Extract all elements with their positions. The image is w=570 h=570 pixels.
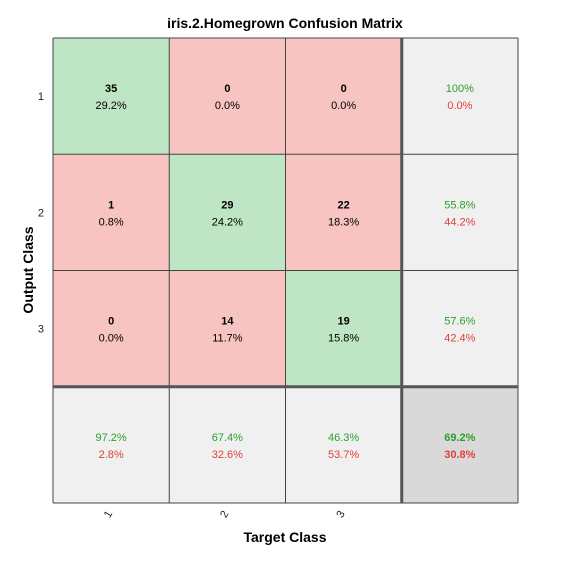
matrix-cell-3-3 [285, 270, 402, 387]
cell-count-label: 35 [105, 83, 117, 95]
summary-incorrect-label: 2.8% [99, 449, 124, 461]
matrix-cell-3-4 [401, 270, 518, 387]
cell-percentage-label: 0.0% [215, 100, 240, 112]
cell-count-label: 14 [221, 316, 234, 328]
summary-correct-label: 97.2% [96, 432, 127, 444]
x-axis-label: Target Class [244, 529, 327, 545]
cell-count-label: 29 [221, 199, 233, 211]
summary-correct-label: 46.3% [328, 432, 359, 444]
y-axis-label: Output Class [20, 226, 36, 313]
summary-correct-label: 55.8% [444, 199, 475, 211]
cell-percentage-label: 15.8% [328, 333, 359, 345]
cell-count-label: 0 [108, 316, 114, 328]
cell-percentage-label: 24.2% [212, 216, 243, 228]
y-tick-label: 1 [38, 91, 44, 103]
tick-labels: 1 2 3 1 2 3 [38, 91, 348, 520]
chart-title: iris.2.Homegrown Confusion Matrix [167, 15, 403, 31]
cell-percentage-label: 0.0% [99, 333, 124, 345]
cell-percentage-label: 11.7% [212, 333, 243, 345]
matrix-cells: 35 29.2% 0 0.0% 0 0.0% 100% 0.0% 1 0.8% 29 24.2% 22 1… [53, 38, 518, 503]
matrix-cell-1-2 [169, 38, 286, 155]
matrix-cell-1-4 [401, 38, 518, 155]
matrix-cell-1-1 [53, 38, 170, 155]
cell-count-label: 22 [338, 199, 350, 211]
grid-lines [52, 37, 519, 504]
summary-incorrect-label: 32.6% [212, 449, 243, 461]
cell-count-label: 0 [224, 83, 230, 95]
matrix-cell-4-1 [53, 386, 170, 503]
x-tick-label: 3 [334, 509, 347, 520]
matrix-cell-4-3 [285, 386, 402, 503]
summary-correct-label: 67.4% [212, 432, 243, 444]
matrix-cell-4-2 [169, 386, 286, 503]
matrix-cell-2-4 [401, 154, 518, 271]
summary-incorrect-label: 30.8% [444, 449, 475, 461]
matrix-cell-4-4 [401, 386, 518, 503]
matrix-cell-2-3 [285, 154, 402, 271]
matrix-cell-2-1 [53, 154, 170, 271]
matrix-cell-1-3 [285, 38, 402, 155]
cell-percentage-label: 18.3% [328, 216, 359, 228]
cell-percentage-label: 0.8% [99, 216, 124, 228]
summary-incorrect-label: 53.7% [328, 449, 359, 461]
summary-incorrect-label: 42.4% [444, 333, 475, 345]
y-tick-label: 2 [38, 207, 44, 219]
summary-incorrect-label: 0.0% [447, 100, 472, 112]
cell-count-label: 0 [341, 83, 347, 95]
summary-correct-label: 100% [446, 83, 474, 95]
matrix-cell-3-2 [169, 270, 286, 387]
summary-correct-label: 69.2% [444, 432, 475, 444]
cell-percentage-label: 0.0% [331, 100, 356, 112]
summary-correct-label: 57.6% [444, 316, 475, 328]
cell-count-label: 1 [108, 199, 114, 211]
matrix-cell-3-1 [53, 270, 170, 387]
cell-percentage-label: 29.2% [96, 100, 127, 112]
matrix-cell-2-2 [169, 154, 286, 271]
summary-incorrect-label: 44.2% [444, 216, 475, 228]
cell-count-label: 19 [338, 316, 350, 328]
x-tick-label: 2 [218, 509, 231, 520]
x-tick-label: 1 [102, 509, 115, 520]
y-tick-label: 3 [38, 324, 44, 336]
